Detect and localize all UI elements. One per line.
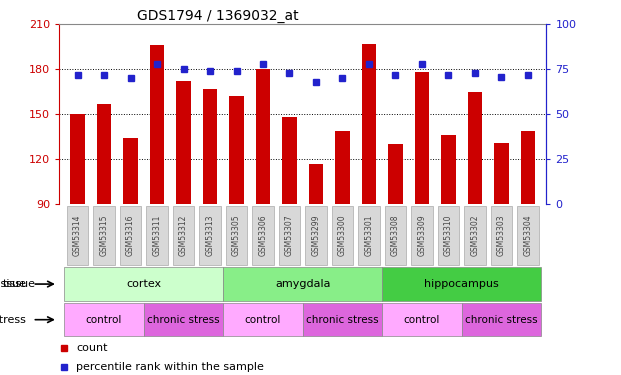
Bar [335,131,350,204]
Bar [361,44,376,204]
Bar [388,144,403,204]
FancyBboxPatch shape [199,206,220,265]
FancyBboxPatch shape [173,206,194,265]
Text: chronic stress: chronic stress [306,315,379,325]
FancyBboxPatch shape [65,267,224,301]
Text: GSM53306: GSM53306 [258,214,268,256]
FancyBboxPatch shape [332,206,353,265]
Bar [123,138,138,204]
FancyBboxPatch shape [67,206,88,265]
FancyBboxPatch shape [93,206,115,265]
FancyBboxPatch shape [303,303,382,336]
Text: percentile rank within the sample: percentile rank within the sample [76,362,264,372]
FancyBboxPatch shape [517,206,538,265]
Bar [202,89,217,204]
Text: GSM53299: GSM53299 [312,214,320,256]
Text: GSM53307: GSM53307 [285,214,294,256]
Text: GSM53314: GSM53314 [73,214,82,256]
FancyBboxPatch shape [411,206,433,265]
Text: tissue: tissue [3,279,36,289]
FancyBboxPatch shape [224,267,382,301]
Text: GDS1794 / 1369032_at: GDS1794 / 1369032_at [137,9,298,23]
Text: chronic stress: chronic stress [147,315,220,325]
Text: control: control [404,315,440,325]
Text: count: count [76,343,107,353]
Bar [441,135,456,204]
Text: GSM53305: GSM53305 [232,214,241,256]
Text: GSM53303: GSM53303 [497,214,506,256]
Bar [309,164,324,204]
Bar [97,104,111,204]
Text: tissue: tissue [0,279,27,289]
Text: GSM53301: GSM53301 [365,214,373,256]
Bar [229,96,244,204]
FancyBboxPatch shape [120,206,141,265]
Text: GSM53313: GSM53313 [206,214,214,256]
Bar [150,45,165,204]
Bar [256,69,270,204]
Bar [468,92,483,204]
FancyBboxPatch shape [358,206,379,265]
Text: GSM53304: GSM53304 [524,214,532,256]
FancyBboxPatch shape [385,206,406,265]
Text: GSM53315: GSM53315 [99,214,109,256]
Bar [415,72,429,204]
FancyBboxPatch shape [279,206,300,265]
FancyBboxPatch shape [147,206,168,265]
Text: GSM53312: GSM53312 [179,214,188,256]
Text: GSM53310: GSM53310 [444,214,453,256]
Text: chronic stress: chronic stress [465,315,538,325]
FancyBboxPatch shape [306,206,327,265]
FancyBboxPatch shape [461,303,541,336]
Text: hippocampus: hippocampus [424,279,499,289]
Bar [70,114,85,204]
FancyBboxPatch shape [226,206,247,265]
Bar [176,81,191,204]
Text: GSM53311: GSM53311 [153,214,161,256]
Text: cortex: cortex [126,279,161,289]
Bar [494,143,509,204]
Text: stress: stress [0,315,27,325]
Text: control: control [245,315,281,325]
Bar [520,131,535,204]
Text: GSM53302: GSM53302 [471,214,479,256]
FancyBboxPatch shape [144,303,224,336]
Text: amygdala: amygdala [275,279,330,289]
FancyBboxPatch shape [224,303,303,336]
Text: GSM53309: GSM53309 [417,214,427,256]
Text: control: control [86,315,122,325]
FancyBboxPatch shape [382,267,541,301]
FancyBboxPatch shape [438,206,459,265]
Text: GSM53316: GSM53316 [126,214,135,256]
FancyBboxPatch shape [65,303,144,336]
Text: GSM53300: GSM53300 [338,214,347,256]
FancyBboxPatch shape [491,206,512,265]
FancyBboxPatch shape [465,206,486,265]
Text: GSM53308: GSM53308 [391,214,400,256]
FancyBboxPatch shape [252,206,274,265]
FancyBboxPatch shape [382,303,461,336]
Bar [282,117,297,204]
